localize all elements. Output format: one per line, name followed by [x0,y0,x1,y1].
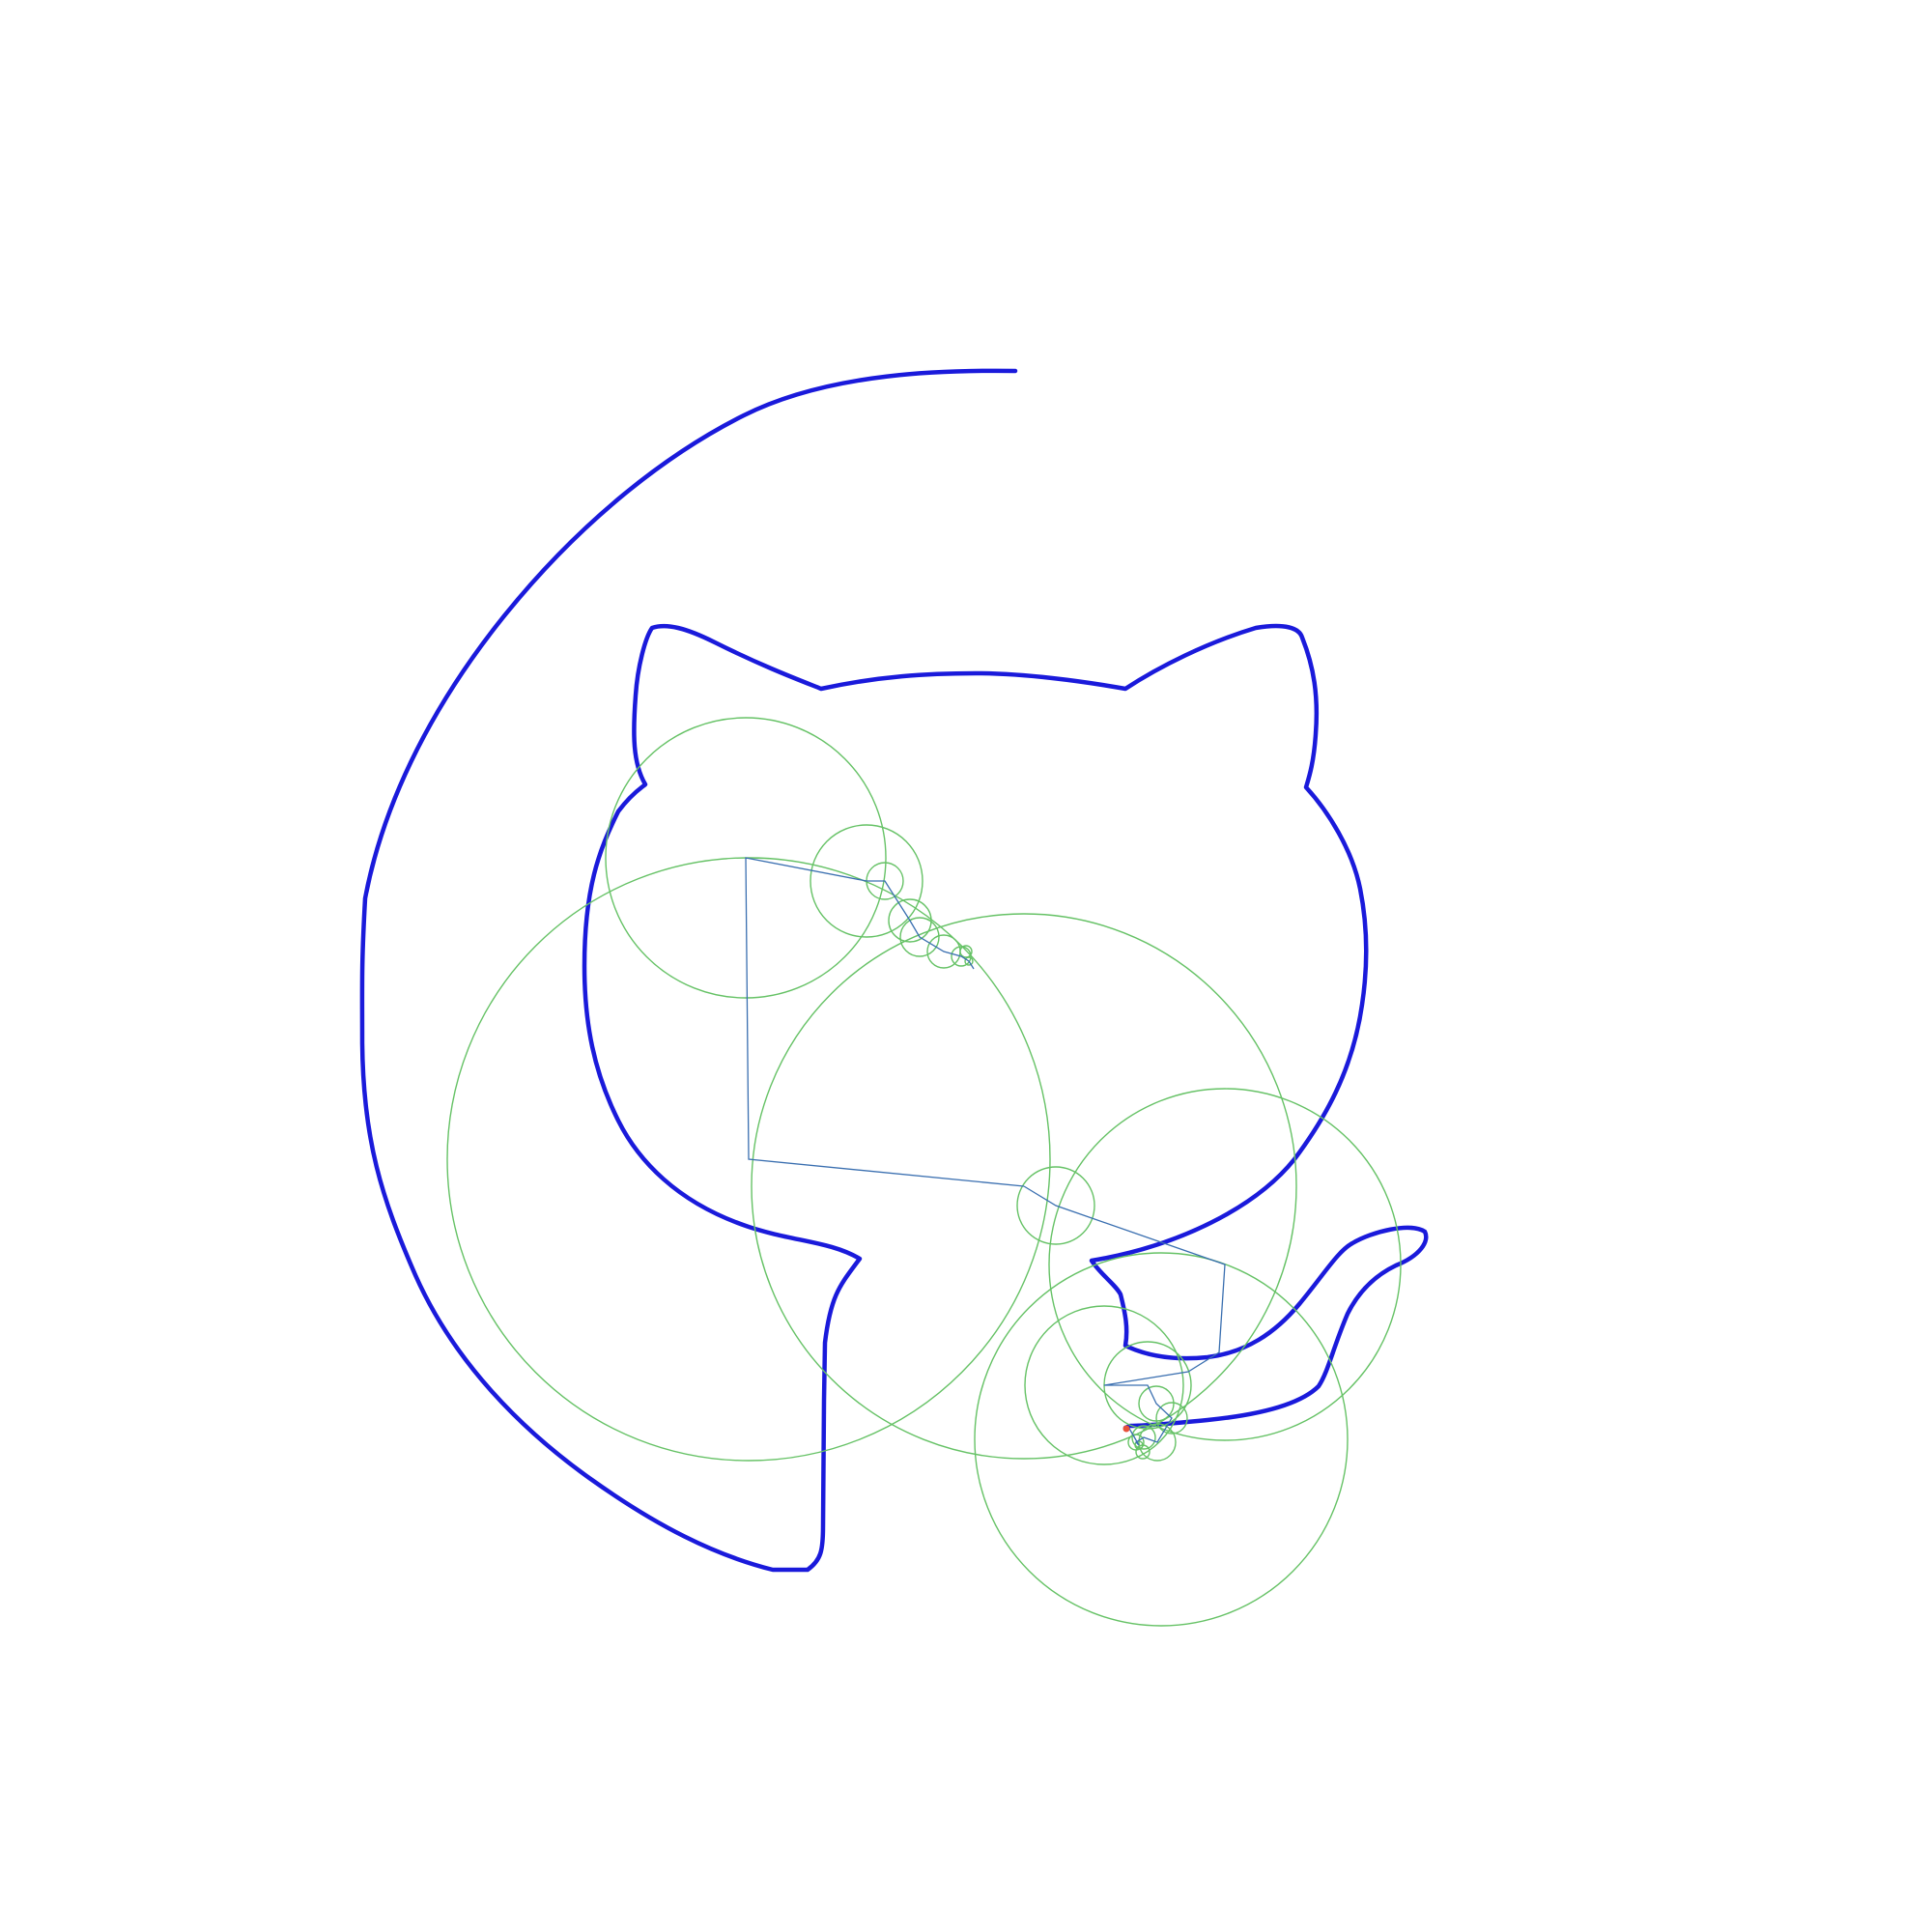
epicycle-circle [1138,1423,1177,1462]
epicycle-circles [446,717,1402,1627]
epicycle-circle [951,946,972,967]
pen-tip-dot [1122,1425,1130,1433]
arm-segment [1023,1185,1226,1446]
epicycle-circle [888,898,932,943]
epicycle-circle [974,1252,1349,1627]
epicycle-circle [1048,1088,1402,1441]
octocat-trace-path [359,368,1429,1573]
epicycle-circle [1016,1166,1095,1245]
epicycle-circle [1134,1440,1144,1450]
epicycle-circle [899,917,940,957]
epicycle-circle [810,824,923,938]
arm-segment [745,857,1025,1187]
epicycle-circle [964,956,974,966]
traced-outline [359,368,1429,1573]
epicycle-arms [745,857,1226,1446]
epicycle-circle [751,913,1297,1460]
epicycle-circle [1131,1425,1156,1450]
epicycle-circle [1155,1402,1188,1435]
epicycle-circle [959,945,973,958]
epicycle-circle [605,717,887,999]
epicycle-circle [1024,1305,1184,1465]
